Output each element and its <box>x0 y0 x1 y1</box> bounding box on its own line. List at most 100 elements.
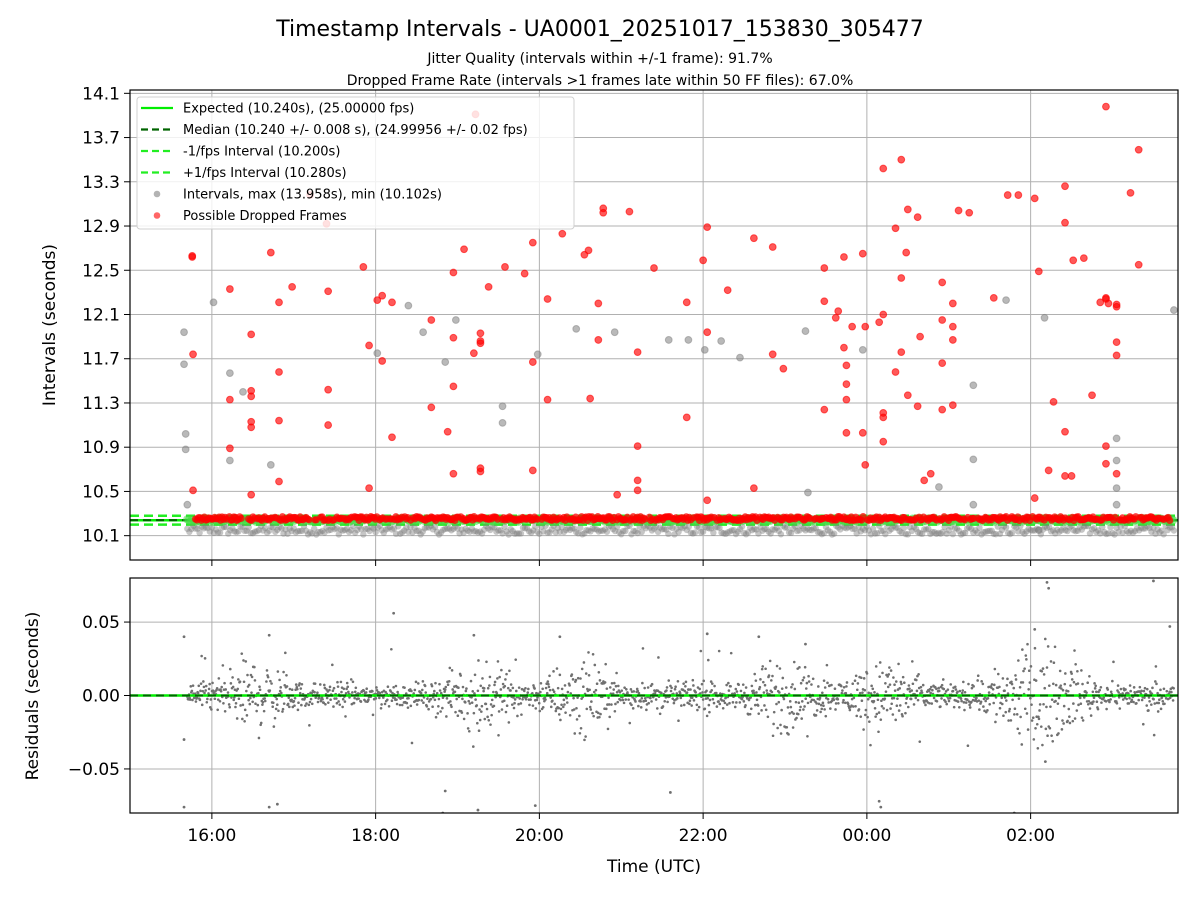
residual-point <box>588 705 592 709</box>
dropped-frame-point <box>594 299 603 308</box>
residual-point <box>1170 690 1173 694</box>
residual-point <box>254 702 257 705</box>
residual-point <box>204 689 207 692</box>
interval-point <box>961 529 969 537</box>
dropped-frame-point <box>1112 351 1121 360</box>
dropped-frame-point <box>703 328 712 337</box>
residual-point <box>328 685 332 689</box>
residual-point <box>395 698 398 701</box>
interval-point <box>1125 529 1133 536</box>
residual-point <box>558 673 562 677</box>
residual-point <box>605 687 609 690</box>
residual-point <box>531 691 534 695</box>
residual-point <box>392 685 395 689</box>
residual-point <box>958 689 962 693</box>
residual-point <box>341 697 345 701</box>
dropped-frame-point <box>840 343 848 352</box>
residual-point <box>898 687 902 690</box>
residual-point <box>799 705 802 709</box>
interval-point <box>652 523 660 530</box>
residual-point <box>223 709 227 713</box>
residual-point <box>490 713 493 717</box>
residual-point <box>780 687 784 690</box>
interval-point <box>181 445 190 454</box>
interval-point <box>286 525 293 532</box>
residual-point <box>804 697 808 701</box>
residual-point <box>672 701 676 705</box>
intervals-y-ticks: 10.110.510.911.311.712.112.512.913.313.7… <box>82 84 130 547</box>
intervals-x-ticks <box>211 560 1032 566</box>
residual-point <box>791 683 794 686</box>
residual-point <box>841 701 845 704</box>
interval-point <box>732 530 740 538</box>
residual-point <box>290 698 293 702</box>
residual-point <box>715 705 719 708</box>
residual-point <box>1145 704 1149 707</box>
interval-point <box>963 525 971 532</box>
residual-point <box>357 697 360 700</box>
interval-point <box>925 525 932 532</box>
residual-point <box>378 696 381 700</box>
residual-point <box>668 791 672 794</box>
interval-point <box>564 524 572 532</box>
residual-point <box>532 684 535 687</box>
dropped-frame-point <box>528 466 537 475</box>
residual-point <box>477 729 481 733</box>
residual-point <box>796 712 800 716</box>
interval-point <box>351 529 359 536</box>
interval-point <box>441 358 450 366</box>
residual-point <box>473 673 477 677</box>
residual-point <box>202 685 206 689</box>
interval-point <box>266 460 275 469</box>
interval-point <box>223 523 230 531</box>
residual-point <box>288 705 291 709</box>
residual-point <box>253 679 257 682</box>
residual-point <box>754 679 758 682</box>
interval-point <box>317 528 324 536</box>
dropped-frame-point <box>476 339 485 348</box>
interval-point <box>1112 456 1121 465</box>
residual-point <box>707 703 711 707</box>
dropped-frame-point <box>948 322 957 331</box>
interval-point <box>700 345 709 354</box>
residual-point <box>240 652 244 655</box>
residual-point <box>207 692 210 695</box>
residual-point <box>921 683 925 687</box>
interval-point <box>616 528 623 536</box>
dropped-frame-point <box>891 368 900 376</box>
residual-point <box>857 708 861 711</box>
residual-point <box>1127 702 1131 705</box>
residual-point <box>307 703 311 707</box>
residual-point <box>340 690 343 694</box>
interval-point <box>591 525 598 533</box>
residual-point <box>798 708 802 712</box>
interval-point <box>458 526 465 533</box>
residual-point <box>461 685 465 689</box>
residual-point <box>608 715 612 719</box>
residual-point <box>536 696 539 699</box>
interval-point <box>658 526 666 533</box>
interval-point <box>865 527 873 534</box>
residual-point <box>473 692 476 695</box>
residual-point <box>189 685 193 688</box>
residual-point <box>797 701 801 704</box>
interval-point <box>812 525 819 532</box>
residual-point <box>1005 683 1009 687</box>
residual-point <box>228 667 232 671</box>
residual-point <box>851 705 855 708</box>
residual-point <box>949 683 953 686</box>
dropped-frame-point <box>188 253 197 261</box>
residual-point <box>420 688 424 692</box>
residual-point <box>275 703 279 706</box>
residual-point <box>398 703 402 707</box>
residual-point <box>692 684 695 687</box>
residual-point <box>438 682 441 686</box>
residual-point <box>232 698 236 702</box>
residual-point <box>228 705 232 709</box>
residual-point <box>237 697 241 701</box>
interval-point <box>460 529 467 536</box>
interval-point <box>282 526 289 533</box>
dropped-frame-point <box>520 269 529 278</box>
residual-point <box>869 743 872 747</box>
interval-point <box>517 530 525 537</box>
